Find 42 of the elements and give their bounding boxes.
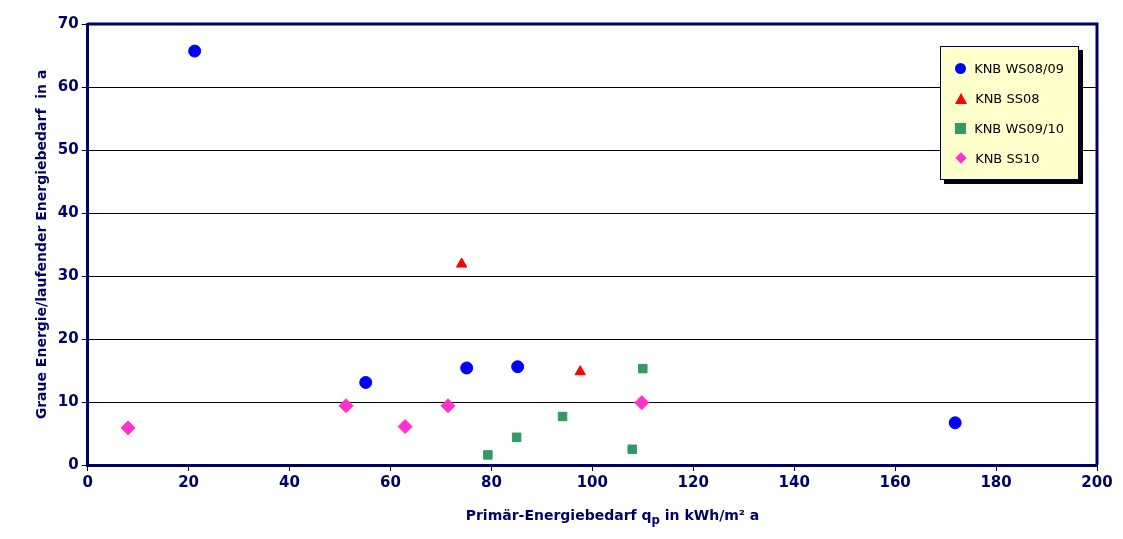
- point: [188, 44, 202, 58]
- y-tick-label: 20: [57, 328, 79, 347]
- x-tick-label: 60: [380, 472, 401, 491]
- point: [948, 416, 962, 430]
- x-tick-label: 20: [178, 472, 200, 491]
- y-tick-label: 10: [57, 391, 79, 410]
- x-tick-label: 180: [980, 472, 1012, 491]
- point: [397, 419, 413, 435]
- point: [460, 361, 474, 375]
- point: [483, 450, 493, 460]
- point: [120, 420, 136, 436]
- point: [627, 444, 637, 454]
- legend-label: KNB SS08: [975, 90, 1040, 106]
- y-tick-label: 70: [57, 13, 79, 32]
- x-tick-label: 100: [576, 472, 608, 491]
- y-tick-label: 40: [57, 202, 79, 221]
- x-tick-label: 80: [480, 472, 502, 491]
- x-tick-label: 140: [778, 472, 810, 491]
- x-tick-label: 120: [677, 472, 709, 491]
- y-tick-label: 60: [57, 76, 79, 95]
- y-tick-label: 50: [57, 139, 79, 158]
- point: [359, 375, 373, 389]
- point: [574, 365, 586, 376]
- x-tick-label: 160: [879, 472, 911, 491]
- legend-label: KNB SS10: [975, 150, 1040, 166]
- point: [440, 398, 456, 414]
- y-tick-label: 30: [57, 265, 79, 284]
- point: [455, 257, 468, 268]
- x-tick-label: 0: [82, 472, 93, 491]
- y-axis-title: Graue Energie/laufender Energiebedarf in a: [33, 69, 50, 420]
- point: [638, 363, 648, 374]
- legend-label: KNB WS08/09: [974, 60, 1064, 76]
- x-axis-title: Primär-Energiebedarf q$_{p}$ in kWh/m² a: [464, 507, 761, 527]
- point: [511, 360, 525, 374]
- point: [338, 398, 354, 414]
- x-tick-label: 40: [279, 472, 300, 491]
- legend-label: KNB WS09/10: [974, 120, 1064, 136]
- point: [511, 432, 522, 443]
- point: [634, 395, 650, 411]
- y-tick-label: 0: [68, 454, 79, 473]
- point: [557, 411, 568, 422]
- x-tick-label: 200: [1081, 472, 1113, 491]
